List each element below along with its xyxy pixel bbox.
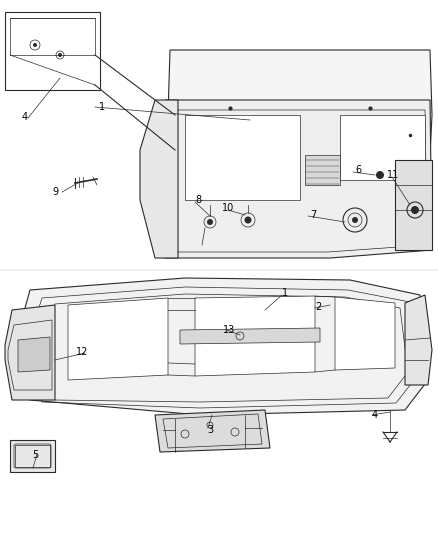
Text: 11: 11 <box>387 170 399 180</box>
Polygon shape <box>395 160 432 250</box>
Circle shape <box>376 171 384 179</box>
Circle shape <box>411 206 419 214</box>
Polygon shape <box>68 298 168 380</box>
Polygon shape <box>405 295 432 385</box>
Polygon shape <box>140 100 178 258</box>
Text: 4: 4 <box>372 410 378 420</box>
Polygon shape <box>195 296 315 376</box>
Polygon shape <box>340 115 425 180</box>
Polygon shape <box>185 115 300 200</box>
Text: 5: 5 <box>32 450 38 460</box>
Text: 1: 1 <box>282 288 288 298</box>
Text: 2: 2 <box>315 302 321 312</box>
Circle shape <box>58 53 62 57</box>
Polygon shape <box>155 410 270 452</box>
Polygon shape <box>180 328 320 344</box>
Text: 1: 1 <box>99 102 105 112</box>
Text: 9: 9 <box>52 187 58 197</box>
Text: 10: 10 <box>222 203 234 213</box>
Text: 13: 13 <box>223 325 235 335</box>
Text: 6: 6 <box>355 165 361 175</box>
Circle shape <box>352 217 358 223</box>
Polygon shape <box>155 100 432 258</box>
Polygon shape <box>335 297 395 370</box>
Circle shape <box>207 219 213 225</box>
Text: 7: 7 <box>310 210 316 220</box>
Polygon shape <box>10 440 55 472</box>
Polygon shape <box>5 305 55 400</box>
Polygon shape <box>305 155 340 185</box>
Text: 3: 3 <box>207 425 213 435</box>
Text: 8: 8 <box>195 195 201 205</box>
Circle shape <box>33 43 37 47</box>
Text: 4: 4 <box>22 112 28 122</box>
Text: 12: 12 <box>76 347 88 357</box>
Circle shape <box>244 216 251 223</box>
Polygon shape <box>12 278 428 415</box>
Polygon shape <box>168 50 432 155</box>
Polygon shape <box>18 337 50 372</box>
